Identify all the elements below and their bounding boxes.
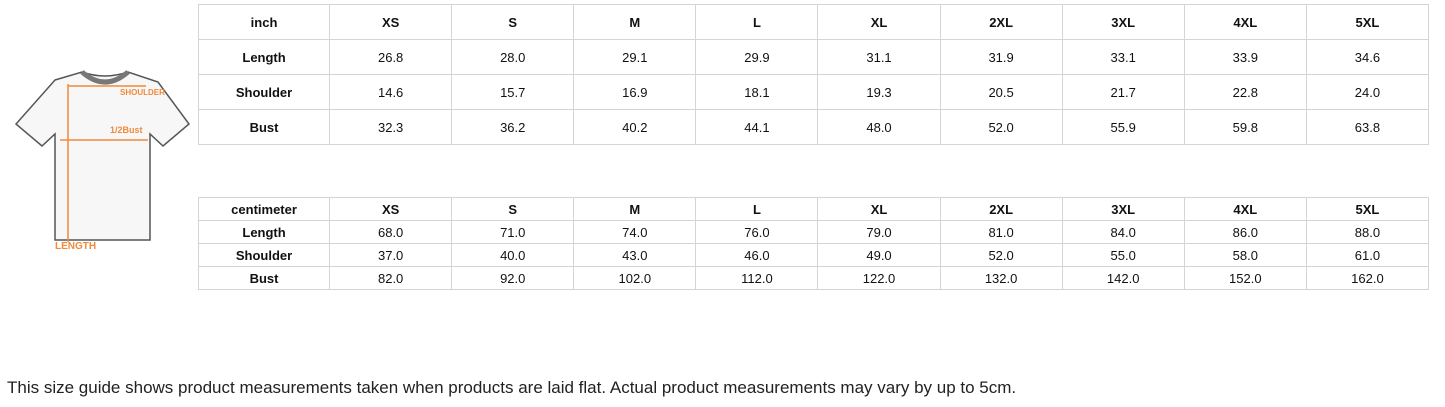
- cell: 22.8: [1183, 74, 1307, 110]
- cell: 31.1: [817, 39, 941, 75]
- cell: 33.1: [1061, 39, 1185, 75]
- cell: 21.7: [1061, 74, 1185, 110]
- row-label: Length: [197, 220, 331, 244]
- cell: 74.0: [573, 220, 697, 244]
- cell: 102.0: [573, 266, 697, 290]
- header-cell: 3XL: [1061, 4, 1185, 40]
- cell: 15.7: [451, 74, 575, 110]
- header-cell: 5XL: [1305, 197, 1430, 221]
- cell: 86.0: [1183, 220, 1307, 244]
- header-cell: 2XL: [939, 4, 1063, 40]
- header-cell: M: [573, 4, 697, 40]
- cell: 88.0: [1305, 220, 1430, 244]
- inch-table: inch XS S M L XL 2XL 3XL 4XL 5XL Length 26.8 28.0 29.…: [197, 4, 1430, 145]
- row: Length 68.0 71.0 74.0 76.0 79.0 81.0 84.0 86.0 88…: [197, 220, 1430, 244]
- cell: 19.3: [817, 74, 941, 110]
- header-cell: XS: [329, 4, 453, 40]
- header-cell: L: [695, 197, 819, 221]
- header-cell: 2XL: [939, 197, 1063, 221]
- cell: 49.0: [817, 243, 941, 267]
- header-cell: M: [573, 197, 697, 221]
- cell: 71.0: [451, 220, 575, 244]
- row-label: Bust: [197, 109, 331, 145]
- cell: 34.6: [1305, 39, 1430, 75]
- header-cell: XL: [817, 4, 941, 40]
- header-cell: 4XL: [1183, 197, 1307, 221]
- cell: 33.9: [1183, 39, 1307, 75]
- cell: 24.0: [1305, 74, 1430, 110]
- header-cell: centimeter: [197, 197, 331, 221]
- row: Shoulder 37.0 40.0 43.0 46.0 49.0 52.0 55.0 58.0…: [197, 243, 1430, 267]
- header-cell: 4XL: [1183, 4, 1307, 40]
- cell: 92.0: [451, 266, 575, 290]
- header-cell: inch: [197, 4, 331, 40]
- cell: 46.0: [695, 243, 819, 267]
- note: This size guide shows product measuremen…: [7, 378, 1017, 397]
- cell: 36.2: [451, 109, 575, 145]
- header-row: centimeter XS S M L XL 2XL 3XL 4XL 5XL: [197, 197, 1430, 221]
- row-label: Length: [197, 39, 331, 75]
- cell: 28.0: [451, 39, 575, 75]
- row-label: Shoulder: [197, 74, 331, 110]
- cell: 59.8: [1183, 109, 1307, 145]
- cell: 162.0: [1305, 266, 1430, 290]
- header-cell: 3XL: [1061, 197, 1185, 221]
- cell: 152.0: [1183, 266, 1307, 290]
- cell: 52.0: [939, 243, 1063, 267]
- header-cell: 5XL: [1305, 4, 1430, 40]
- header-cell: L: [695, 4, 819, 40]
- cell: 48.0: [817, 109, 941, 145]
- cell: 29.9: [695, 39, 819, 75]
- cell: 142.0: [1061, 266, 1185, 290]
- header-cell: S: [451, 4, 575, 40]
- cell: 18.1: [695, 74, 819, 110]
- cell: 20.5: [939, 74, 1063, 110]
- cell: 40.2: [573, 109, 697, 145]
- header-row: inch XS S M L XL 2XL 3XL 4XL 5XL: [197, 4, 1430, 40]
- cell: 44.1: [695, 109, 819, 145]
- cell: 68.0: [329, 220, 453, 244]
- cell: 26.8: [329, 39, 453, 75]
- cell: 31.9: [939, 39, 1063, 75]
- cm-table: centimeter XS S M L XL 2XL 3XL 4XL 5XL Length 68.0 7…: [197, 197, 1430, 290]
- cell: 43.0: [573, 243, 697, 267]
- cell: 37.0: [329, 243, 453, 267]
- row: Shoulder 14.6 15.7 16.9 18.1 19.3 20.5 21.7 22.8…: [197, 74, 1430, 110]
- cell: 122.0: [817, 266, 941, 290]
- length-label: LENGTH: [55, 241, 96, 252]
- cell: 52.0: [939, 109, 1063, 145]
- cell: 63.8: [1305, 109, 1430, 145]
- cell: 40.0: [451, 243, 575, 267]
- cell: 81.0: [939, 220, 1063, 244]
- cell: 61.0: [1305, 243, 1430, 267]
- header-cell: XS: [329, 197, 453, 221]
- cell: 32.3: [329, 109, 453, 145]
- cell: 14.6: [329, 74, 453, 110]
- bust-label: 1/2Bust: [110, 125, 143, 135]
- cell: 29.1: [573, 39, 697, 75]
- row: Bust 82.0 92.0 102.0 112.0 122.0 132.0 142.0 152…: [197, 266, 1430, 290]
- cell: 79.0: [817, 220, 941, 244]
- shirt-diagram: SHOULDER 1/2Bust LENGTH: [14, 70, 191, 252]
- row-label: Bust: [197, 266, 331, 290]
- cell: 58.0: [1183, 243, 1307, 267]
- cell: 76.0: [695, 220, 819, 244]
- cell: 132.0: [939, 266, 1063, 290]
- header-cell: XL: [817, 197, 941, 221]
- cell: 55.0: [1061, 243, 1185, 267]
- row: Bust 32.3 36.2 40.2 44.1 48.0 52.0 55.9 59.8 63.8: [197, 109, 1430, 145]
- cell: 55.9: [1061, 109, 1185, 145]
- header-cell: S: [451, 197, 575, 221]
- row-label: Shoulder: [197, 243, 331, 267]
- shoulder-label: SHOULDER: [120, 88, 165, 97]
- cell: 82.0: [329, 266, 453, 290]
- cell: 112.0: [695, 266, 819, 290]
- cell: 16.9: [573, 74, 697, 110]
- row: Length 26.8 28.0 29.1 29.9 31.1 31.9 33.1 33.9 34…: [197, 39, 1430, 75]
- cell: 84.0: [1061, 220, 1185, 244]
